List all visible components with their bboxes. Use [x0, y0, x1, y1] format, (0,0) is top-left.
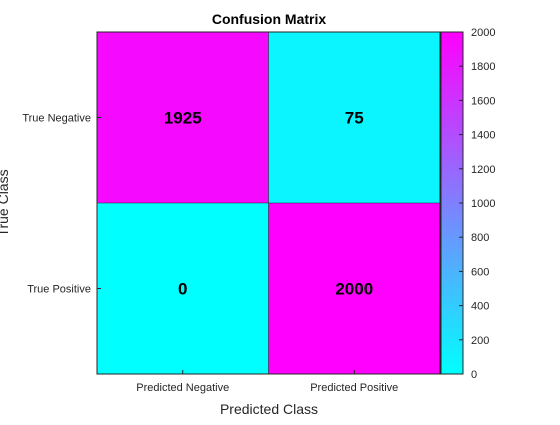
plot-frame	[96, 31, 441, 375]
heatmap-cell-labels: 1925 75 0 2000	[164, 109, 373, 299]
colorbar-ticks: 0 200 400 600 800 1000 1200 1400 1600 1800 2000	[459, 27, 495, 381]
colorbar-tick-label: 800	[471, 232, 489, 244]
colorbar-tick-label: 1600	[471, 95, 495, 107]
colorbar-tick-label: 1200	[471, 164, 495, 176]
heatmap-cells	[97, 32, 440, 374]
cell-value-label-r0-c1: 75	[345, 109, 364, 128]
heatmap-cell-r1-c0	[97, 203, 269, 374]
x-axis-ticks: Predicted Negative Predicted Positive	[136, 370, 398, 394]
y-axis-ticks: True Negative True Positive	[22, 113, 101, 296]
heatmap-cell-r1-c1	[268, 203, 440, 374]
x-axis-label: Predicted Class	[220, 401, 318, 417]
cell-value-label-r1-c0: 0	[178, 280, 187, 299]
cell-value-label-r1-c1: 2000	[335, 280, 373, 299]
heatmap-cell-r0-c0	[97, 32, 269, 203]
colorbar-tick-label: 1800	[471, 61, 495, 73]
colorbar-tick-label: 400	[471, 301, 489, 313]
colorbar-tick-label: 2000	[471, 27, 495, 39]
y-tick-label: True Negative	[22, 113, 91, 125]
colorbar-tick-label: 1400	[471, 130, 495, 142]
colorbar-tick-label: 0	[471, 369, 477, 381]
y-axis-label: True Class	[0, 169, 11, 236]
y-tick-label: True Positive	[27, 284, 91, 296]
x-tick-label: Predicted Positive	[310, 382, 398, 394]
colorbar-tick-label: 600	[471, 266, 489, 278]
colorbar-tick-label: 200	[471, 335, 489, 347]
x-tick-label: Predicted Negative	[136, 382, 229, 394]
cell-value-label-r0-c0: 1925	[164, 109, 202, 128]
heatmap-cell-r0-c1	[268, 32, 440, 203]
colorbar-tick-label: 1000	[471, 198, 495, 210]
chart-title: Confusion Matrix	[212, 11, 327, 27]
